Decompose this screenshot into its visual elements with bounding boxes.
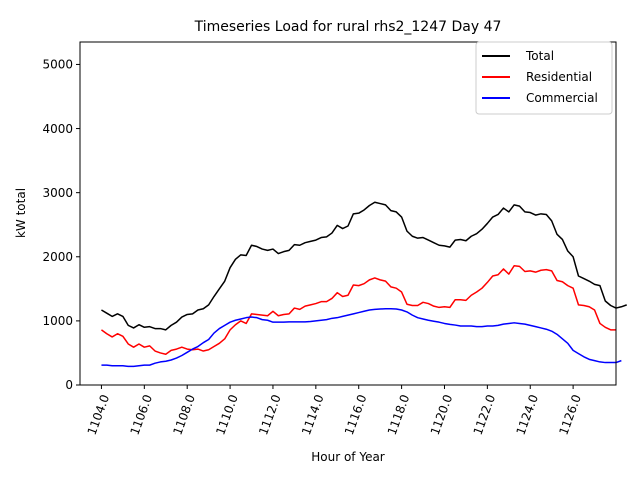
y-tick-label: 2000 bbox=[42, 250, 73, 264]
y-axis: 0 1000 2000 3000 4000 5000 bbox=[42, 58, 80, 392]
series-layer bbox=[101, 201, 627, 368]
legend-label-commercial: Commercial bbox=[526, 91, 598, 105]
legend: Total Residential Commercial bbox=[475, 41, 613, 115]
x-axis-title: Hour of Year bbox=[311, 450, 385, 464]
legend-label-residential: Residential bbox=[526, 70, 592, 84]
y-tick-label: 4000 bbox=[42, 122, 73, 136]
y-tick-label: 3000 bbox=[42, 186, 73, 200]
legend-box bbox=[475, 41, 613, 115]
y-tick-label: 5000 bbox=[42, 58, 73, 72]
series-line-commercial bbox=[101, 307, 622, 368]
plot-frame bbox=[79, 41, 617, 386]
y-tick-label: 0 bbox=[65, 378, 73, 392]
y-axis-title: kW total bbox=[14, 188, 28, 238]
legend-label-total: Total bbox=[525, 49, 554, 63]
series-line-residential bbox=[101, 265, 616, 355]
y-tick-label: 1000 bbox=[42, 314, 73, 328]
series-line-total bbox=[101, 201, 627, 331]
chart-title: Timeseries Load for rural rhs2_1247 Day … bbox=[194, 19, 502, 35]
